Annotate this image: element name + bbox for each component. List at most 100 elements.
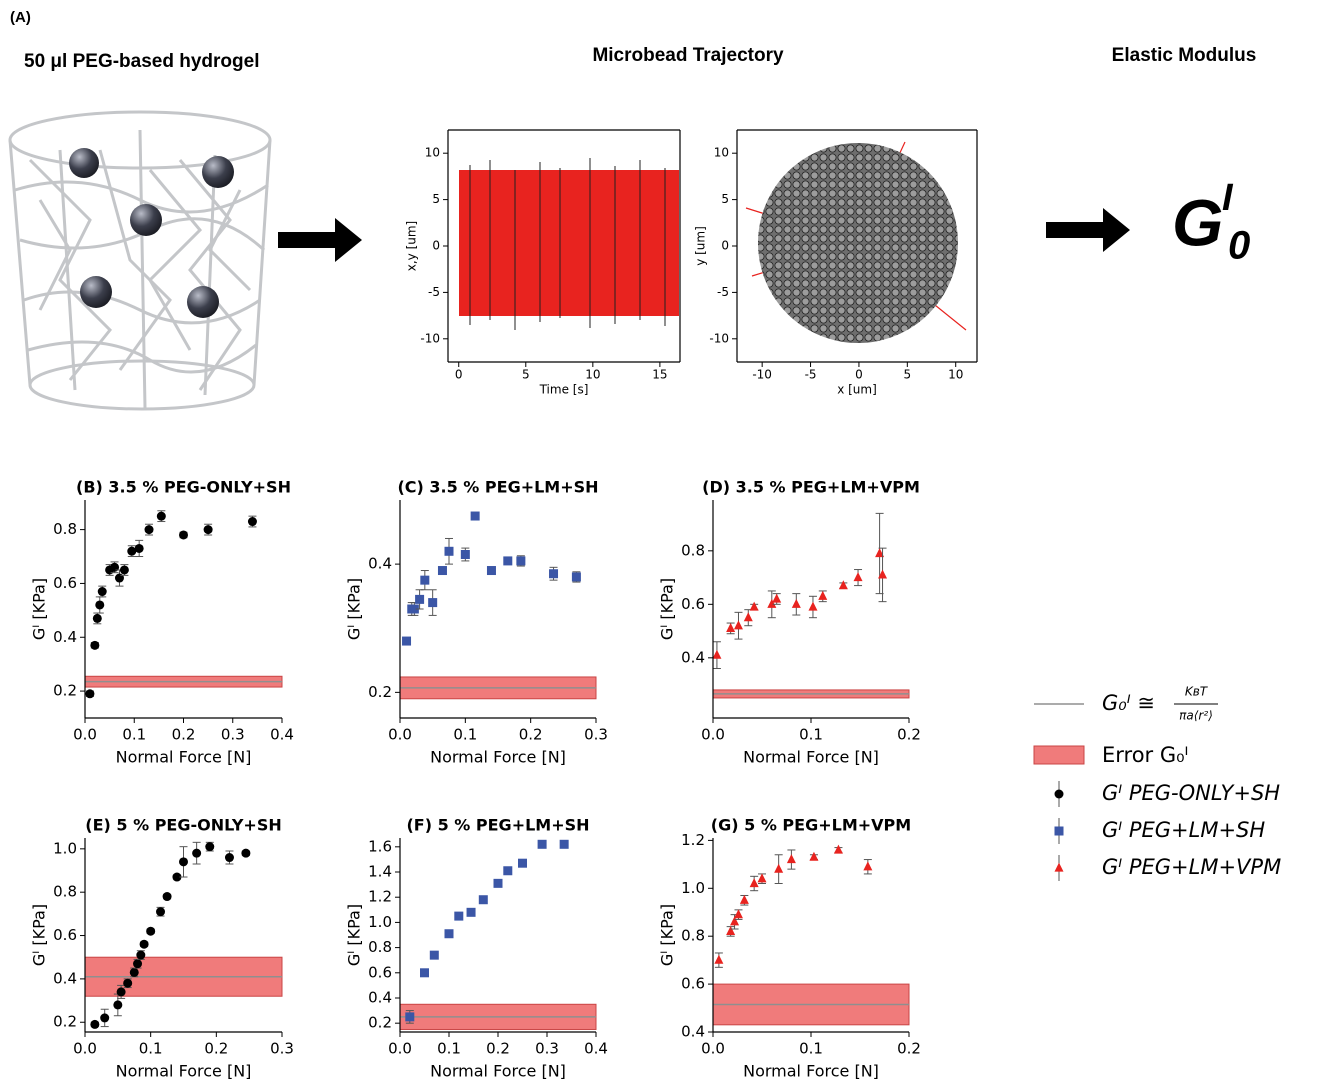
- x-tick-label: 0.3: [535, 1040, 559, 1058]
- legend-label: Gᴵ PEG+LM+VPM: [1102, 855, 1281, 879]
- chart-title: (D) 3.5 % PEG+LM+VPM: [702, 478, 920, 497]
- marker: [1054, 789, 1064, 799]
- marker: [1054, 826, 1064, 836]
- x-tick-label: 0.1: [799, 1040, 823, 1058]
- marker: [146, 926, 156, 936]
- y-axis-label: Gᴵ [KPa]: [658, 904, 677, 966]
- x-tick-label: 10: [948, 368, 963, 382]
- marker: [90, 1019, 100, 1029]
- marker: [863, 861, 873, 871]
- x-axis-label: Normal Force [N]: [430, 748, 566, 767]
- x-tick-label: 0.1: [453, 726, 477, 744]
- position-illustration: [745, 141, 967, 343]
- y-tick-label: 0: [721, 239, 729, 253]
- y-tick-label: 1.2: [681, 831, 705, 849]
- marker: [749, 878, 759, 888]
- y-tick-label: 10: [714, 146, 729, 160]
- x-tick-label: 0.2: [486, 1040, 510, 1058]
- marker: [97, 587, 107, 597]
- marker: [791, 598, 801, 608]
- y-axis-label: Gᴵ [KPa]: [345, 578, 364, 640]
- marker: [156, 511, 166, 521]
- marker: [405, 1012, 415, 1022]
- y-tick-label: 0.6: [53, 926, 77, 944]
- x-tick-label: 0: [455, 368, 463, 382]
- marker: [571, 572, 581, 582]
- y-tick-label: 10: [425, 146, 440, 160]
- y-axis-label: y [um]: [694, 226, 708, 266]
- marker: [179, 857, 188, 867]
- marker: [809, 851, 819, 861]
- marker: [179, 530, 188, 540]
- marker: [730, 916, 740, 926]
- marker: [1054, 862, 1064, 872]
- marker: [733, 620, 743, 630]
- y-tick-label: 1.2: [368, 888, 392, 906]
- x-tick-label: 0.0: [73, 726, 97, 744]
- marker: [90, 640, 100, 650]
- trajectory-title: Microbead Trajectory: [592, 45, 784, 66]
- marker: [133, 959, 143, 969]
- marker: [757, 873, 767, 883]
- y-tick-label: 1.0: [53, 839, 77, 857]
- x-tick-label: 5: [904, 368, 912, 382]
- marker: [726, 622, 736, 632]
- marker: [878, 569, 888, 579]
- marker: [733, 909, 743, 919]
- marker: [429, 950, 439, 960]
- x-tick-label: 15: [652, 368, 667, 382]
- y-tick-label: 0.4: [368, 988, 392, 1006]
- y-tick-label: -5: [717, 285, 729, 299]
- y-axis-label: Gᴵ [KPa]: [30, 904, 49, 966]
- marker: [224, 853, 234, 863]
- y-tick-label: 0.8: [681, 927, 705, 945]
- hydrogel-title: 50 μl PEG-based hydrogel: [24, 51, 259, 72]
- marker: [113, 1000, 123, 1010]
- marker: [470, 511, 480, 521]
- marker: [95, 600, 105, 610]
- marker: [743, 612, 753, 622]
- x-tick-label: 5: [522, 368, 530, 382]
- marker: [772, 593, 782, 603]
- legend-formula: G₀ᴵ ≅: [1102, 691, 1155, 715]
- marker: [466, 907, 476, 917]
- x-tick-label: 0.3: [270, 1040, 294, 1058]
- marker: [134, 543, 144, 553]
- y-tick-label: 0.2: [53, 1013, 77, 1031]
- y-axis-label: Gᴵ [KPa]: [30, 578, 49, 640]
- marker: [139, 939, 149, 949]
- marker: [838, 580, 848, 590]
- y-tick-label: 0.4: [53, 628, 77, 646]
- y-axis-label: Gᴵ [KPa]: [658, 578, 677, 640]
- y-tick-label: 0.8: [368, 938, 392, 956]
- y-tick-label: 5: [432, 192, 440, 206]
- marker: [116, 987, 126, 997]
- marker: [774, 863, 784, 873]
- marker: [444, 546, 454, 556]
- marker: [833, 844, 843, 854]
- x-tick-label: -10: [752, 368, 772, 382]
- marker: [420, 968, 429, 978]
- y-tick-label: 1.4: [368, 863, 392, 881]
- x-axis-label: Normal Force [N]: [743, 748, 879, 767]
- y-tick-label: 1.0: [368, 913, 392, 931]
- arrow: [1046, 208, 1130, 252]
- marker: [739, 894, 749, 904]
- marker: [503, 866, 513, 876]
- x-tick-label: 0.0: [388, 1040, 412, 1058]
- chart-title: (B) 3.5 % PEG-ONLY+SH: [76, 478, 291, 497]
- x-tick-label: 0.2: [519, 726, 543, 744]
- chart-title: (F) 5 % PEG+LM+SH: [406, 816, 589, 835]
- x-tick-label: 0.0: [73, 1040, 97, 1058]
- y-tick-label: -10: [709, 331, 729, 345]
- y-tick-label: 0.8: [53, 520, 77, 538]
- y-tick-label: 5: [721, 192, 729, 206]
- legend-label: Error G₀ᴵ: [1102, 743, 1188, 767]
- marker: [85, 689, 95, 699]
- x-axis-label: Normal Force [N]: [116, 1062, 252, 1081]
- y-tick-label: -10: [420, 331, 440, 345]
- y-tick-label: 0.2: [368, 1014, 392, 1032]
- marker: [409, 604, 419, 614]
- hydrogel-illustration: [8, 110, 272, 411]
